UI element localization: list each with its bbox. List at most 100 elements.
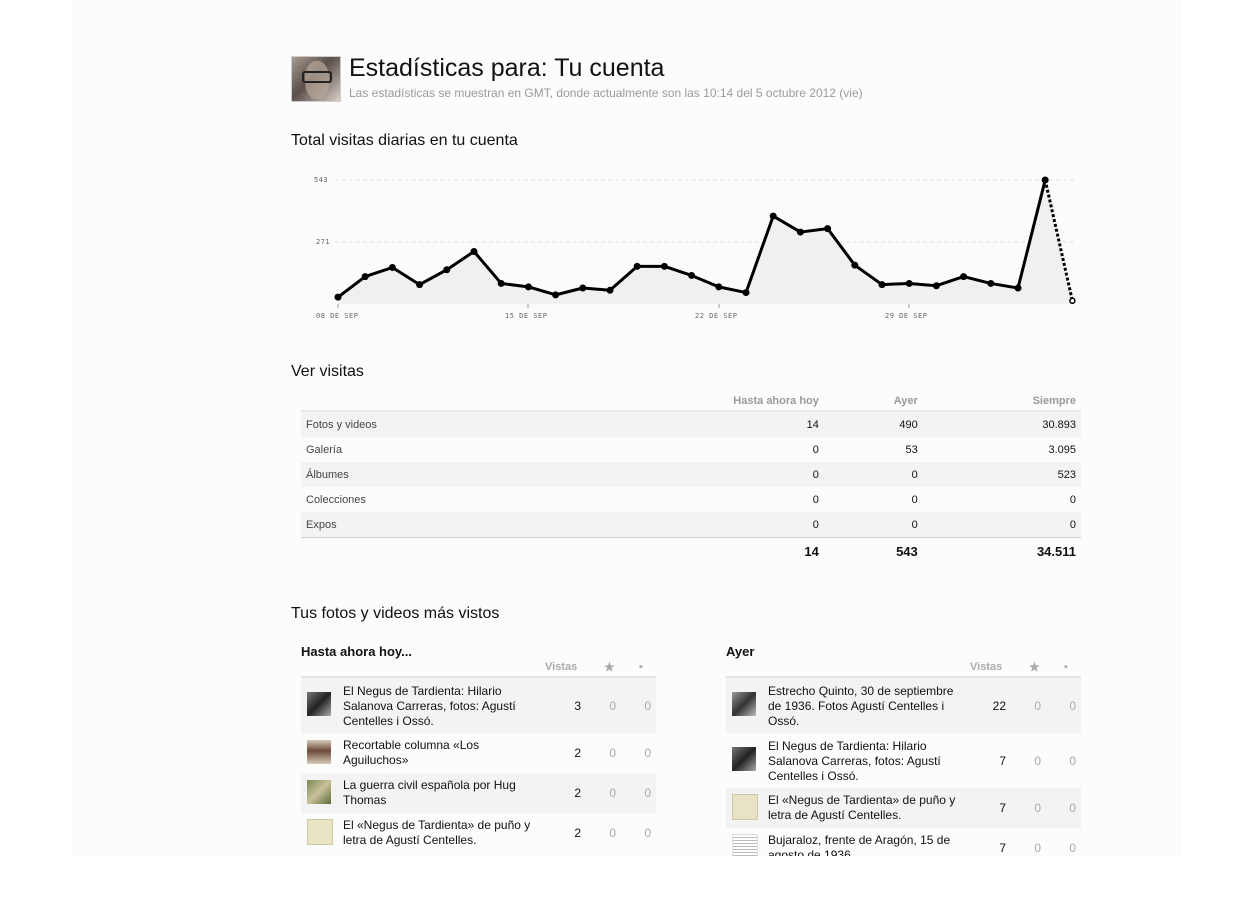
series-layer xyxy=(334,176,1076,305)
star-icon: ★ xyxy=(1029,660,1040,674)
item-favs: 0 xyxy=(1034,801,1041,815)
top-item[interactable]: Estrecho Quinto, 30 de septiembre de 193… xyxy=(726,678,1081,733)
data-point[interactable] xyxy=(824,225,832,233)
item-favs: 0 xyxy=(609,699,616,713)
item-title[interactable]: Recortable columna «Los Aguiluchos» xyxy=(343,738,480,767)
photo-thumbnail[interactable] xyxy=(732,747,756,771)
item-favs: 0 xyxy=(609,786,616,800)
y-tick-label: 543 xyxy=(314,176,328,184)
total-always: 34.511 xyxy=(922,537,1081,565)
row-label[interactable]: Colecciones xyxy=(306,493,366,506)
data-point[interactable] xyxy=(796,228,804,236)
data-point[interactable] xyxy=(715,283,723,291)
item-comments: 0 xyxy=(1069,841,1076,855)
data-point[interactable] xyxy=(334,293,342,301)
top-item[interactable]: El Negus de Tardienta: Hilario Salanova … xyxy=(726,733,1081,788)
item-favs: 0 xyxy=(1034,699,1041,713)
views-section-title: Ver visitas xyxy=(291,363,364,380)
views-row: Colecciones 0 0 0 xyxy=(301,487,1081,512)
photo-thumbnail[interactable] xyxy=(307,780,331,804)
item-title[interactable]: El Negus de Tardienta: Hilario Salanova … xyxy=(343,684,516,728)
item-comments: 0 xyxy=(1069,801,1076,815)
col-always: Siempre xyxy=(922,390,1081,412)
data-point[interactable] xyxy=(878,281,886,289)
cell-today: 14 xyxy=(695,411,824,437)
top-section-title: Tus fotos y videos más vistos xyxy=(291,605,500,622)
photo-thumbnail[interactable] xyxy=(732,692,756,716)
top-item[interactable]: Bujaraloz, frente de Aragón, 15 de agost… xyxy=(726,828,1081,856)
item-favs: 0 xyxy=(609,746,616,760)
photo-thumbnail[interactable] xyxy=(307,819,333,845)
item-favs: 0 xyxy=(1034,841,1041,855)
data-point[interactable] xyxy=(416,281,424,289)
cell-always: 0 xyxy=(922,512,1081,538)
row-label[interactable]: Fotos y videos xyxy=(301,411,696,437)
views-table: Hasta ahora hoy Ayer Siempre Fotos y vid… xyxy=(301,390,1081,565)
data-point[interactable] xyxy=(932,282,940,290)
data-point[interactable] xyxy=(1069,297,1076,305)
photo-thumbnail[interactable] xyxy=(732,834,758,856)
views-row: Galería 0 53 3.095 xyxy=(301,437,1081,462)
photo-thumbnail[interactable] xyxy=(307,740,331,764)
views-row: Expos 0 0 0 xyxy=(301,512,1081,538)
data-point[interactable] xyxy=(579,284,587,292)
data-point[interactable] xyxy=(960,273,968,281)
daily-chart-svg: 543 271 08 DE SEP 15 DE SEP 22 DE SEP 29… xyxy=(314,176,1076,320)
top-item[interactable]: La guerra civil española por Hug Thomas … xyxy=(301,773,656,813)
top-item[interactable]: El «Negus de Tardienta» de puño y letra … xyxy=(301,813,656,853)
top-today-header: Vistas ★ ▪ xyxy=(301,660,656,678)
item-title[interactable]: El «Negus de Tardienta» de puño y letra … xyxy=(768,793,956,822)
data-point[interactable] xyxy=(633,262,641,270)
cell-yesterday: 490 xyxy=(823,411,923,437)
item-title[interactable]: La guerra civil española por Hug Thomas xyxy=(343,778,516,807)
data-point[interactable] xyxy=(688,271,696,279)
data-point[interactable] xyxy=(361,273,369,281)
item-title[interactable]: El Negus de Tardienta: Hilario Salanova … xyxy=(768,739,941,783)
data-point[interactable] xyxy=(851,261,859,269)
photo-thumbnail[interactable] xyxy=(732,794,758,820)
item-comments: 0 xyxy=(644,746,651,760)
row-label[interactable]: Expos xyxy=(301,512,696,538)
data-point[interactable] xyxy=(905,279,913,287)
page-subtitle: Las estadísticas se muestran en GMT, don… xyxy=(349,86,863,100)
top-today-column: Hasta ahora hoy... Vistas ★ ▪ El Negus d… xyxy=(301,644,656,853)
item-favs: 0 xyxy=(1034,754,1041,768)
data-point[interactable] xyxy=(552,291,560,299)
photo-thumbnail[interactable] xyxy=(307,692,331,716)
comment-icon: ▪ xyxy=(639,661,643,673)
data-point[interactable] xyxy=(769,212,777,220)
data-point[interactable] xyxy=(660,262,668,270)
cell-always: 3.095 xyxy=(1048,443,1076,456)
views-total-row: 14 543 34.511 xyxy=(301,537,1081,565)
data-point[interactable] xyxy=(497,279,505,287)
data-point[interactable] xyxy=(1041,176,1049,184)
y-tick-label: 271 xyxy=(316,238,330,246)
x-tick-label: 29 DE SEP xyxy=(885,312,927,320)
top-item[interactable]: El Negus de Tardienta: Hilario Salanova … xyxy=(301,678,656,733)
top-item[interactable]: Recortable columna «Los Aguiluchos» 2 0 … xyxy=(301,733,656,773)
total-label-blank xyxy=(301,537,696,565)
item-title[interactable]: Bujaraloz, frente de Aragón, 15 de agost… xyxy=(768,833,951,856)
data-point[interactable] xyxy=(1014,284,1022,292)
views-row: Fotos y videos 14 490 30.893 xyxy=(301,411,1081,437)
data-point[interactable] xyxy=(470,247,478,255)
item-title[interactable]: Estrecho Quinto, 30 de septiembre de 193… xyxy=(768,684,954,728)
data-point[interactable] xyxy=(987,279,995,287)
item-title[interactable]: El «Negus de Tardienta» de puño y letra … xyxy=(343,818,531,847)
cell-today: 0 xyxy=(812,443,819,456)
avatar[interactable] xyxy=(291,56,341,102)
total-today: 14 xyxy=(695,537,824,565)
data-point[interactable] xyxy=(606,286,614,294)
top-today-title: Hasta ahora hoy... xyxy=(301,644,413,659)
vistas-header: Vistas xyxy=(545,661,578,673)
views-header-row: Hasta ahora hoy Ayer Siempre xyxy=(301,390,1081,412)
top-item[interactable]: El «Negus de Tardienta» de puño y letra … xyxy=(726,788,1081,828)
data-point[interactable] xyxy=(388,263,396,271)
row-label[interactable]: Galería xyxy=(306,443,343,456)
data-point[interactable] xyxy=(443,266,451,274)
views-header-blank xyxy=(301,390,696,412)
vistas-header: Vistas xyxy=(970,661,1003,673)
data-point[interactable] xyxy=(742,289,750,297)
row-label[interactable]: Álbumes xyxy=(301,462,696,487)
data-point[interactable] xyxy=(524,283,532,291)
